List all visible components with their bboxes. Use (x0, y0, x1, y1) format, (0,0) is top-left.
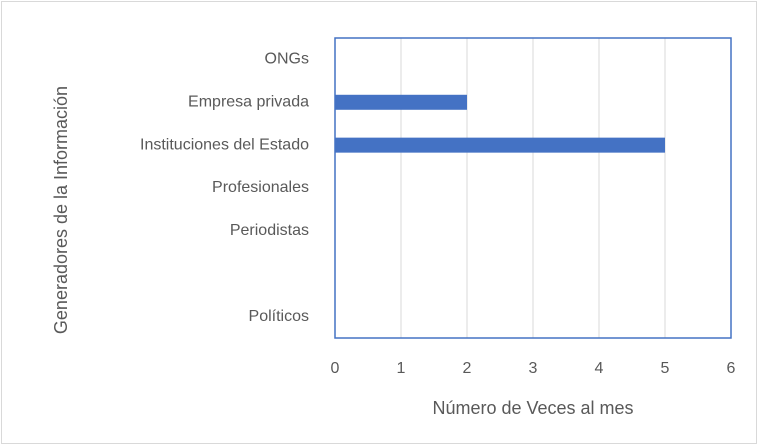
plot-area-border (334, 37, 732, 339)
x-tick-label: 6 (727, 360, 736, 377)
y-axis-title: Generadores de la Información (51, 86, 71, 334)
y-tick-label: ONGs (265, 51, 309, 68)
y-tick-label: Políticos (249, 308, 309, 325)
y-tick-label: Periodistas (230, 222, 309, 239)
y-tick-label: Instituciones del Estado (140, 136, 309, 153)
y-tick-label: Empresa privada (188, 94, 309, 111)
x-tick-label: 3 (529, 360, 538, 377)
bar (335, 94, 467, 110)
x-tick-label: 1 (397, 360, 406, 377)
x-tick-label: 2 (463, 360, 472, 377)
y-tick-label: Profesionales (212, 179, 309, 196)
x-tick-label: 4 (595, 360, 604, 377)
x-tick-label: 5 (661, 360, 670, 377)
bar (335, 137, 665, 153)
x-axis-title: Número de Veces al mes (432, 398, 633, 418)
x-tick-label: 0 (331, 360, 340, 377)
